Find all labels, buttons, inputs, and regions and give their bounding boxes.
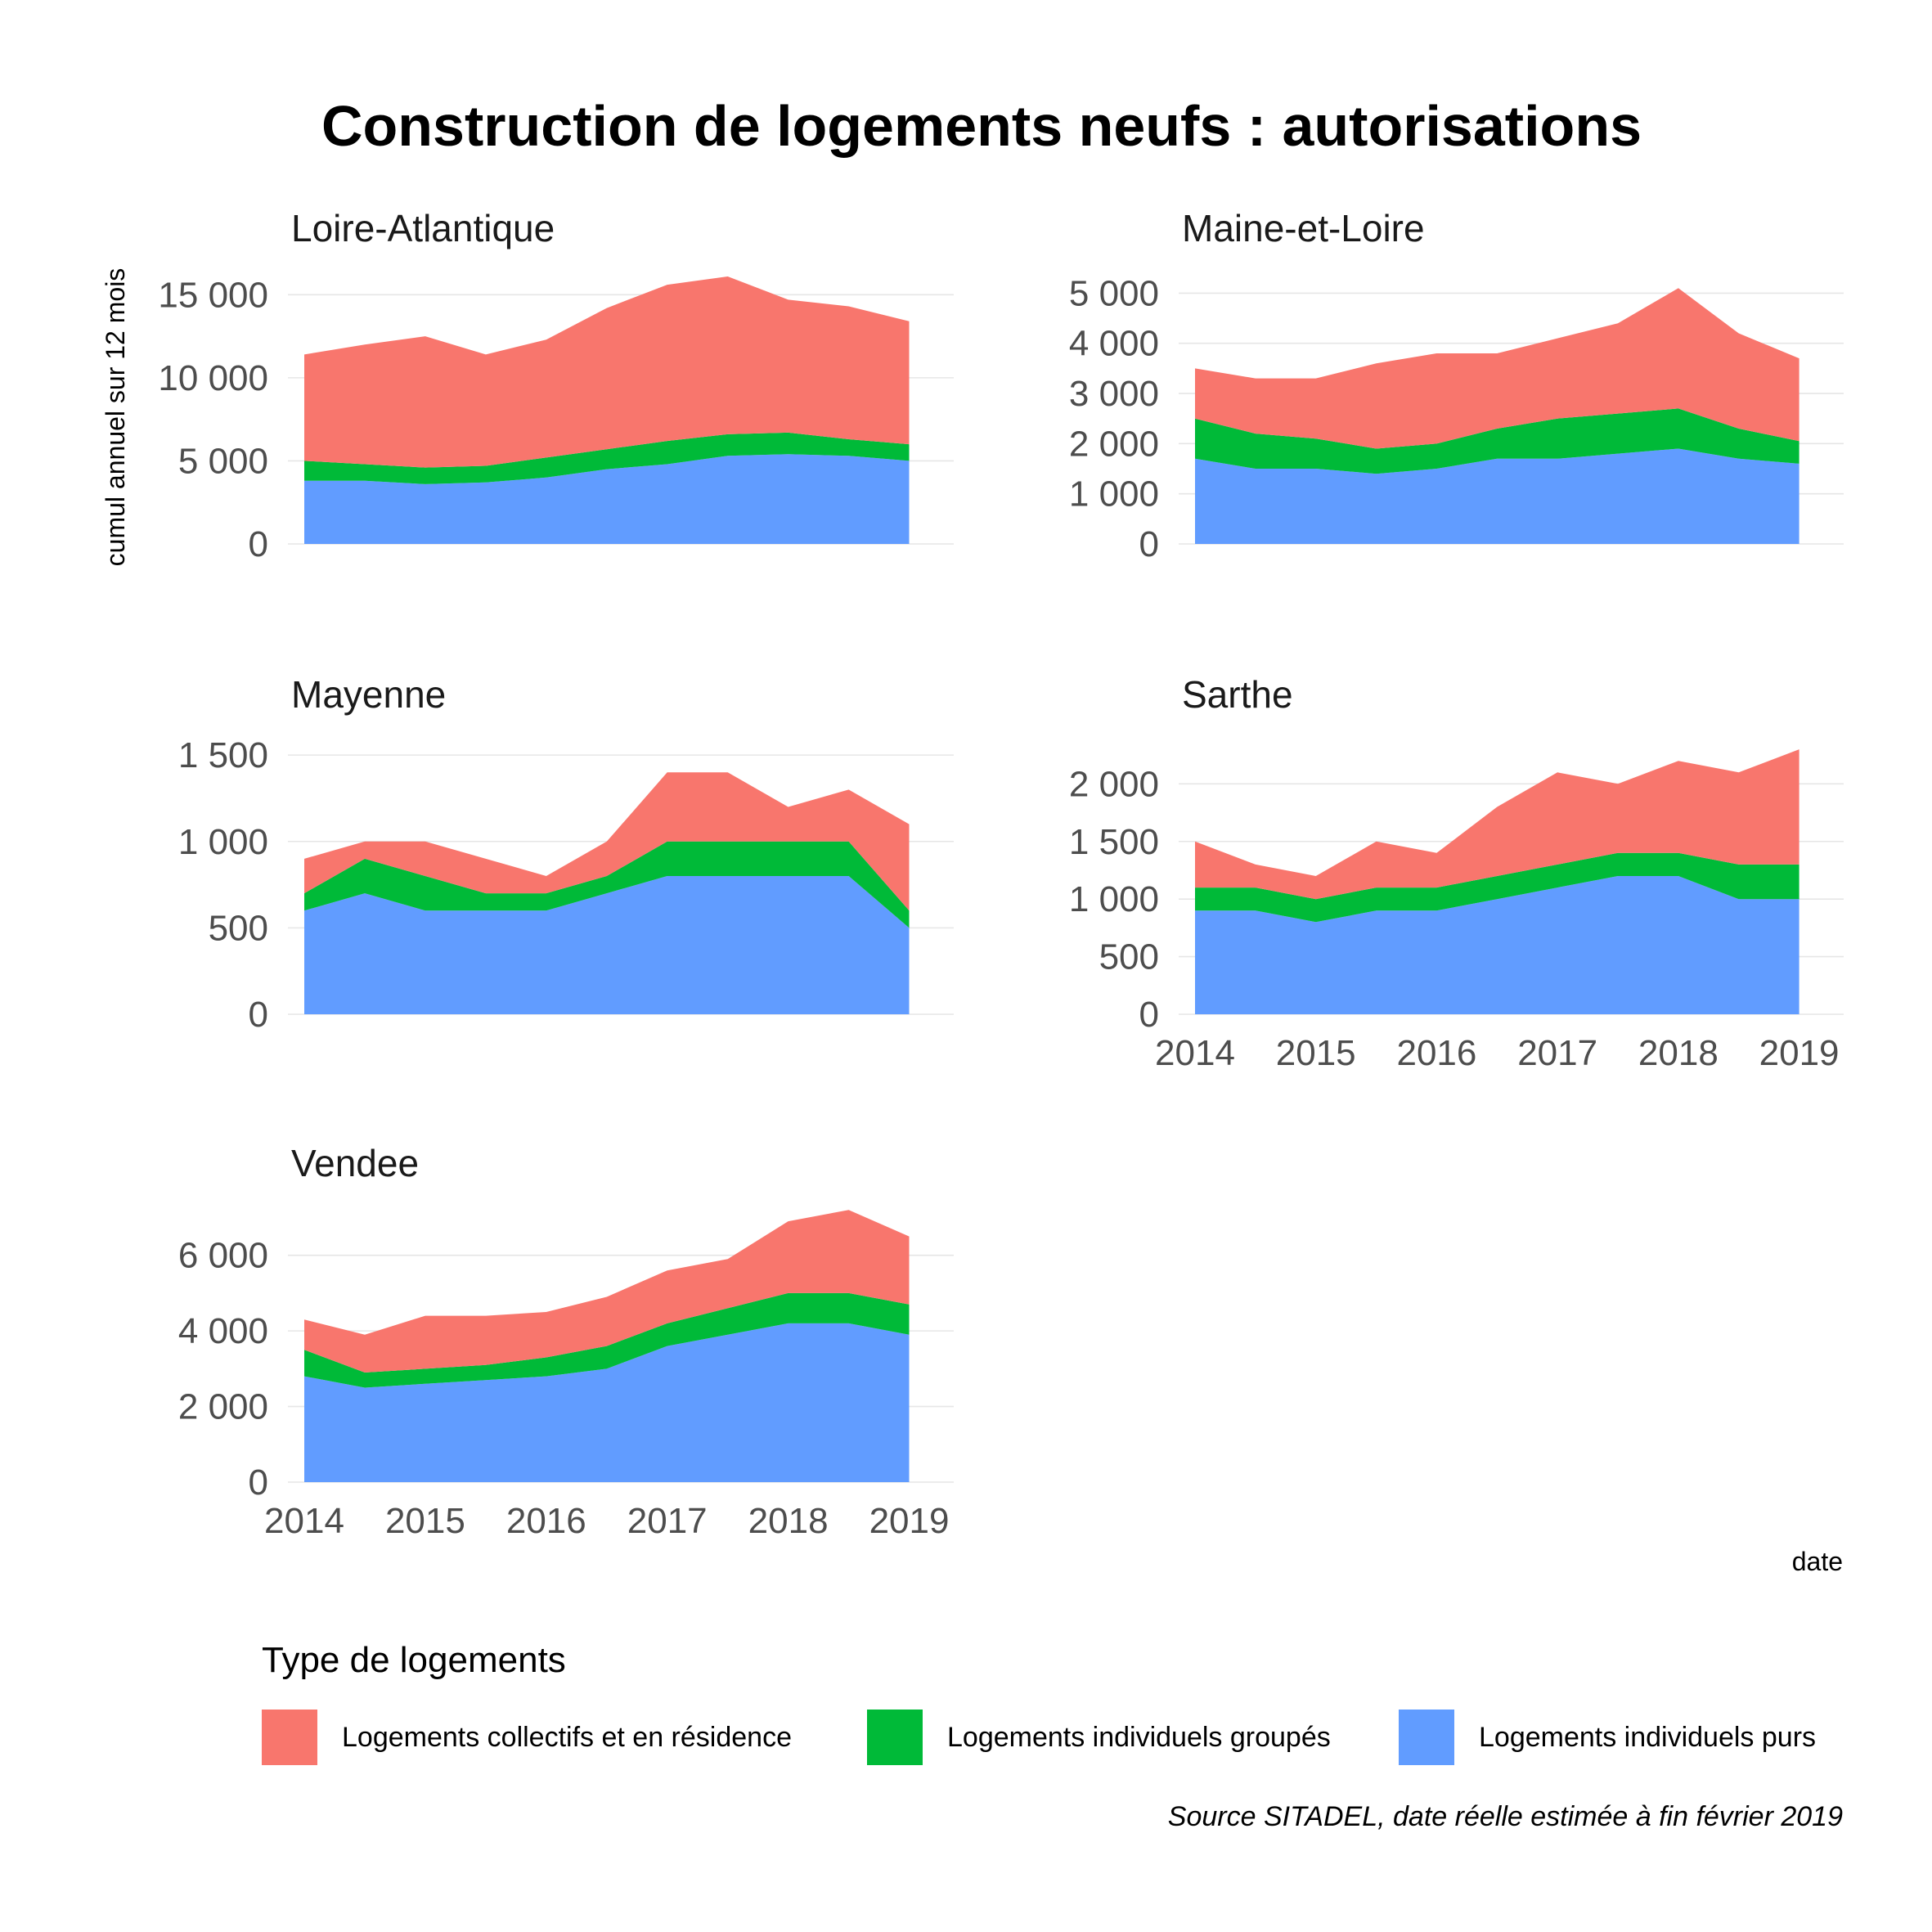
panel-loire-atlantique: 0 5 000 10 000 15 000 Loire-Atlantique [158,207,954,564]
legend-swatch [1399,1710,1454,1765]
panel-title: Loire-Atlantique [291,207,555,249]
area-logements-collectifs-et-en-residence [1195,749,1799,900]
y-tick-label: 0 [1139,524,1159,564]
y-tick-label: 0 [249,524,268,564]
y-tick-label: 4 000 [178,1311,268,1351]
panel-maine-et-loire: 0 1 000 2 000 3 000 4 000 5 000 Maine-et-Loire [1069,207,1844,564]
legend: Type de logements Logements collectifs e… [262,1640,1816,1765]
area-logements-individuels-groupes [304,841,910,928]
chart-title: Construction de logements neufs : autori… [321,94,1642,158]
y-tick-label: 1 500 [1069,822,1159,862]
x-axis-label: date [1792,1547,1843,1576]
panel-sarthe: 0 500 1 000 1 500 2 000 Sarthe 2014 2015 2016 201… [1069,673,1844,1073]
y-tick-label: 500 [1099,937,1159,977]
legend-item-logements-individuels-purs: Logements individuels purs [1399,1710,1816,1765]
y-tick-label: 0 [1139,995,1159,1035]
legend-items: Logements collectifs et en résidence Loge… [262,1710,1816,1765]
x-tick-label: 2018 [1638,1033,1719,1073]
y-tick-label: 1 000 [178,822,268,862]
area-logements-individuels-purs [1195,876,1799,1014]
legend-item-logements-collectifs-et-en-residence: Logements collectifs et en résidence [262,1710,792,1765]
legend-label: Logements individuels purs [1479,1722,1816,1753]
y-tick-label: 1 000 [1069,474,1159,514]
x-tick-label: 2017 [1517,1033,1597,1073]
area-logements-collectifs-et-en-residence [1195,288,1799,449]
panel-title: Vendee [291,1142,419,1184]
y-tick-label: 4 000 [1069,324,1159,364]
area-logements-individuels-groupes [1195,408,1799,474]
panel-title: Sarthe [1182,673,1293,716]
area-logements-individuels-groupes [304,1292,910,1388]
area-logements-collectifs-et-en-residence [304,1210,910,1373]
area-logements-individuels-groupes [304,432,910,484]
y-tick-label: 1 500 [178,735,268,775]
legend-swatch [867,1710,923,1765]
area-logements-individuels-purs [304,876,910,1014]
y-tick-label: 3 000 [1069,374,1159,414]
legend-item-logements-individuels-groupes: Logements individuels groupés [867,1710,1331,1765]
source-caption: Source SITADEL, date réelle estimée à fi… [1168,1801,1843,1832]
y-tick-label: 1 000 [1069,879,1159,919]
y-tick-label: 5 000 [178,441,268,481]
panel-vendee: 0 2 000 4 000 6 000 Vendee 2014 2015 2016 2017 20… [178,1142,954,1541]
y-tick-label: 10 000 [158,358,268,398]
legend-label: Logements collectifs et en résidence [342,1722,792,1753]
x-tick-label: 2015 [1276,1033,1356,1073]
y-tick-label: 2 000 [178,1387,268,1427]
y-tick-label: 5 000 [1069,273,1159,313]
x-tick-label: 2016 [506,1501,586,1541]
y-tick-label: 2 000 [1069,424,1159,464]
x-tick-label: 2019 [1759,1033,1840,1073]
x-tick-label: 2014 [1155,1033,1235,1073]
y-tick-label: 0 [249,995,268,1035]
y-tick-label: 2 000 [1069,764,1159,804]
y-tick-label: 0 [249,1462,268,1503]
y-tick-label: 500 [209,908,268,948]
legend-swatch [262,1710,317,1765]
area-logements-individuels-purs [304,1323,910,1482]
legend-label: Logements individuels groupés [947,1722,1331,1753]
panel-title: Maine-et-Loire [1182,207,1425,249]
area-logements-collectifs-et-en-residence [304,276,910,468]
y-tick-label: 6 000 [178,1236,268,1276]
x-tick-label: 2015 [385,1501,465,1541]
x-tick-label: 2017 [627,1501,708,1541]
panel-title: Mayenne [291,673,446,716]
legend-title: Type de logements [262,1640,566,1680]
area-logements-individuels-purs [1195,448,1799,544]
panel-mayenne: 0 500 1 000 1 500 Mayenne [178,673,954,1035]
x-tick-label: 2018 [748,1501,829,1541]
x-tick-label: 2014 [264,1501,344,1541]
x-tick-label: 2016 [1396,1033,1476,1073]
panels-layer: 0 5 000 10 000 15 000 Loire-Atlantique 0 1 000… [158,207,1844,1541]
area-logements-individuels-groupes [1195,852,1799,923]
area-logements-collectifs-et-en-residence [304,772,910,911]
area-logements-individuels-purs [304,454,910,544]
y-tick-label: 15 000 [158,275,268,315]
y-axis-label: cumul annuel sur 12 mois [101,268,130,567]
x-tick-label: 2019 [869,1501,950,1541]
